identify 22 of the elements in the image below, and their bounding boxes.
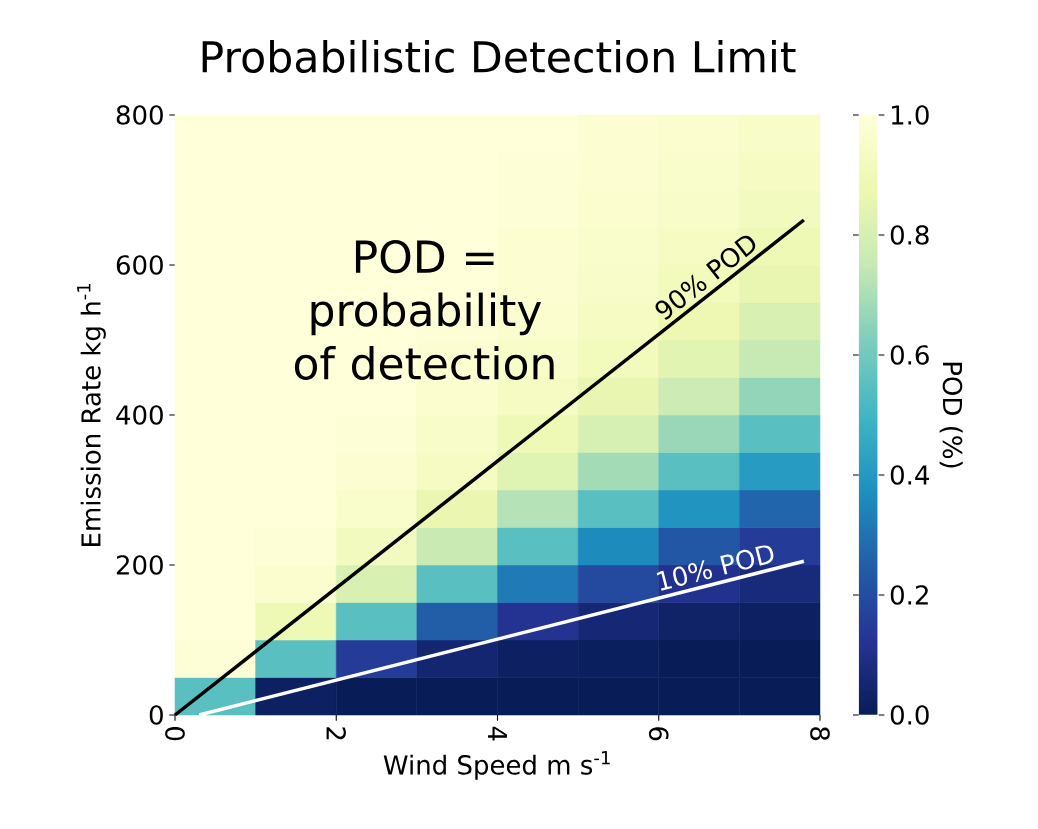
x-axis-title: Wind Speed m s$^{-1}$: [383, 751, 610, 780]
text: 10% POD: [656, 545, 774, 591]
y-tick-label: 200: [116, 555, 163, 575]
color-bar-label: 0.8: [890, 225, 929, 245]
x-tick-label: 6: [648, 727, 669, 741]
x-tick-label: 8: [810, 727, 830, 741]
color-bar-title: POD (%): [939, 362, 963, 468]
y-axis-title: Emission Rate kg h$^{-1}$: [77, 283, 106, 546]
color-bar-label: 1.0: [891, 105, 929, 125]
y-tick-label: 0: [149, 705, 163, 725]
color-bar-label: 0.0: [890, 705, 929, 725]
annotation: POD = probability of detection: [294, 240, 554, 380]
color-bar-label: 0.2: [890, 585, 928, 605]
color-bar-label: 0.6: [890, 345, 929, 365]
color-bar-label: 0.4: [890, 465, 929, 485]
y-tick-label: 800: [116, 105, 163, 125]
x-tick-label: 4: [488, 726, 507, 741]
y-tick-label: 600: [116, 255, 163, 275]
y-tick-label: 400: [116, 405, 163, 425]
x-tick-label: 0: [165, 727, 185, 741]
x-tick-label: 2: [326, 727, 346, 740]
chart-title: Probabilistic Detection Limit: [202, 39, 796, 73]
